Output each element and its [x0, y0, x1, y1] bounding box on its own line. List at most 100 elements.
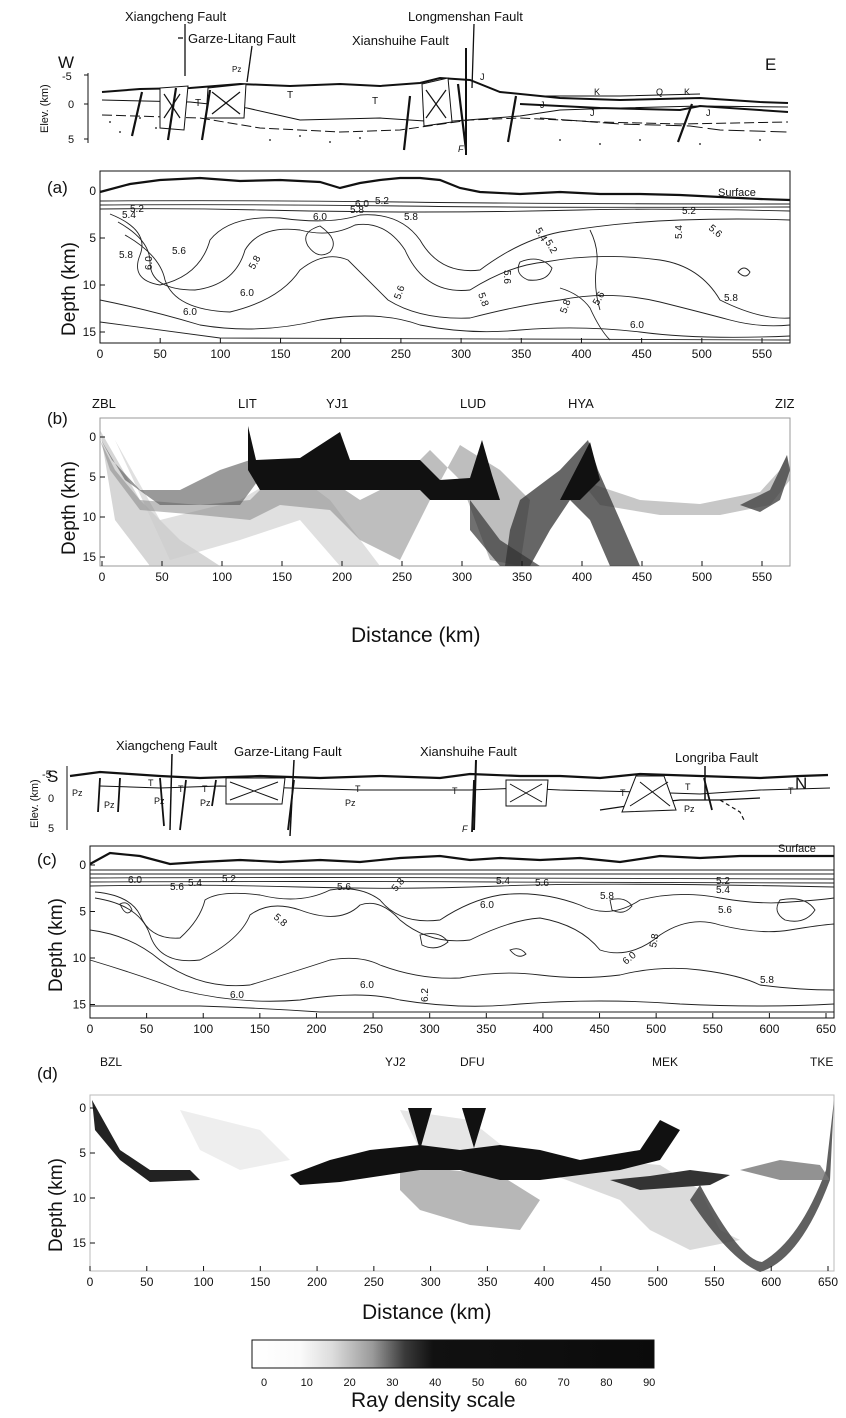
x-tick-label: 550: [752, 570, 772, 584]
panel-c-frame: [89, 845, 835, 1019]
x-tick-label: 650: [818, 1275, 838, 1289]
panel-b-letter: (b): [47, 409, 68, 428]
scale-tick-label: 0: [261, 1377, 267, 1389]
x-tick-label: 150: [250, 1275, 270, 1289]
scale-tick-label: 60: [515, 1377, 527, 1389]
geo-unit-label: Pz: [232, 65, 241, 74]
y-tick-label: 10: [73, 1191, 87, 1205]
scale-tick-label: 30: [386, 1377, 398, 1389]
fault-label-xianshuihe-2: Xianshuihe Fault: [420, 744, 517, 759]
contour-label: 6.0: [144, 256, 155, 270]
geo-unit-label: T: [148, 778, 154, 788]
x-tick-label: 450: [590, 1022, 610, 1036]
scale-tick-label: 50: [472, 1377, 484, 1389]
panel-c-surface-label: Surface: [778, 843, 816, 855]
station-label: TKE: [810, 1055, 833, 1069]
direction-east: E: [765, 55, 776, 74]
contour-label: 5.8: [271, 912, 289, 930]
x-tick-label: 250: [391, 347, 411, 361]
y-tick-label: 0: [79, 1101, 86, 1115]
panel-d-yticks: 0 5 10 15: [73, 1101, 95, 1250]
panel-a-xticks: 0 50 100 150 200 250 300 350 400 450 500 550: [97, 338, 772, 361]
y-tick-label: 10: [83, 510, 97, 524]
station-label: LUD: [460, 396, 486, 411]
geo-unit-label: Pz: [72, 788, 83, 798]
x-tick-label: 50: [155, 570, 169, 584]
x-tick-label: 250: [364, 1275, 384, 1289]
elev-tick: 0: [48, 793, 54, 805]
geo-unit-label: Pz: [104, 800, 115, 810]
panel-b-ylabel: Depth (km): [59, 461, 80, 555]
elev-tick: 5: [48, 823, 54, 835]
x-tick-label: 100: [194, 1275, 214, 1289]
fault-label-xiangcheng: Xiangcheng Fault: [125, 9, 227, 24]
y-tick-label: 15: [83, 325, 97, 339]
geo-unit-label: J: [540, 100, 545, 110]
geo-unit-label: T: [452, 786, 458, 796]
geo-unit-label: K: [684, 87, 690, 97]
x-tick-label: 0: [99, 570, 106, 584]
x-tick-label: 500: [692, 570, 712, 584]
x-tick-label: 0: [97, 347, 104, 361]
x-tick-label: 450: [632, 570, 652, 584]
panel-a-surface: [99, 176, 791, 202]
panel-a-frame: [99, 170, 791, 344]
contour-label: 5.4: [674, 225, 685, 239]
station-label: YJ1: [326, 396, 348, 411]
x-tick-label: 150: [250, 1022, 270, 1036]
fault-leader: [473, 759, 477, 831]
scale-tick-label: 40: [429, 1377, 441, 1389]
x-tick-label: 550: [703, 1022, 723, 1036]
x-tick-label: 250: [392, 570, 412, 584]
contour-label: 6.0: [230, 990, 244, 1001]
direction-west: W: [58, 53, 74, 72]
geo-unit-label: T: [287, 90, 293, 101]
section2-geology: Xiangcheng Fault Garze-Litang Fault Xian…: [29, 738, 831, 837]
station-label: DFU: [460, 1055, 485, 1069]
contour-label: 5.8: [558, 298, 573, 315]
x-tick-label: 0: [87, 1022, 94, 1036]
contour-label: 5.8: [390, 876, 408, 894]
y-tick-label: 15: [73, 1236, 87, 1250]
panel-c: (c) Surface 6.0 5.6 5.4 5.2 5.8: [37, 843, 836, 1036]
y-tick-label: 10: [83, 278, 97, 292]
ray-density-scale: 0 10 20 30 40 50 60 70 80 90 Ray density scale: [251, 1339, 655, 1412]
fault-label-garze-litang: Garze-Litang Fault: [188, 31, 296, 46]
geo-unit-label: Q: [656, 87, 663, 97]
contour-label: 5.8: [404, 212, 418, 223]
x-tick-label: 400: [571, 347, 591, 361]
scale-tick-label: 90: [643, 1377, 655, 1389]
fault-label-garze-litang-2: Garze-Litang Fault: [234, 744, 342, 759]
station-label: ZBL: [92, 396, 116, 411]
contour-label: 5.4: [716, 885, 730, 896]
contour-label: 6.0: [240, 288, 254, 299]
geo-unit-label: T: [788, 786, 794, 796]
geo-unit-label: T: [178, 784, 184, 794]
panel-a-letter: (a): [47, 178, 68, 197]
panel-c-contours: [89, 869, 835, 1013]
contour-label: 5.6: [172, 246, 186, 257]
contour-label: 5.2: [130, 204, 144, 215]
station-label: BZL: [100, 1055, 122, 1069]
x-tick-label: 0: [87, 1275, 94, 1289]
contour-label: 6.0: [355, 199, 369, 210]
contour-label: 5.6: [392, 284, 407, 301]
geo-unit-label: J: [480, 72, 485, 82]
contour-label: 5.8: [247, 254, 264, 272]
panel-c-ylabel: Depth (km): [46, 898, 67, 992]
contour-label: 5.8: [119, 250, 133, 261]
x-tick-label: 50: [140, 1275, 154, 1289]
x-tick-label: 200: [307, 1275, 327, 1289]
elev-tick: 5: [68, 134, 74, 146]
x-tick-label: 150: [271, 347, 291, 361]
x-tick-label: 500: [646, 1022, 666, 1036]
fault-leader: [471, 23, 475, 89]
panel-c-letter: (c): [37, 850, 57, 869]
contour-label: 5.2: [682, 206, 696, 217]
x-tick-label: 600: [761, 1275, 781, 1289]
contour-label: 5.4: [188, 878, 202, 889]
direction-south: S: [47, 767, 58, 786]
elev-tick: -5: [62, 71, 72, 83]
x-tick-label: 550: [704, 1275, 724, 1289]
